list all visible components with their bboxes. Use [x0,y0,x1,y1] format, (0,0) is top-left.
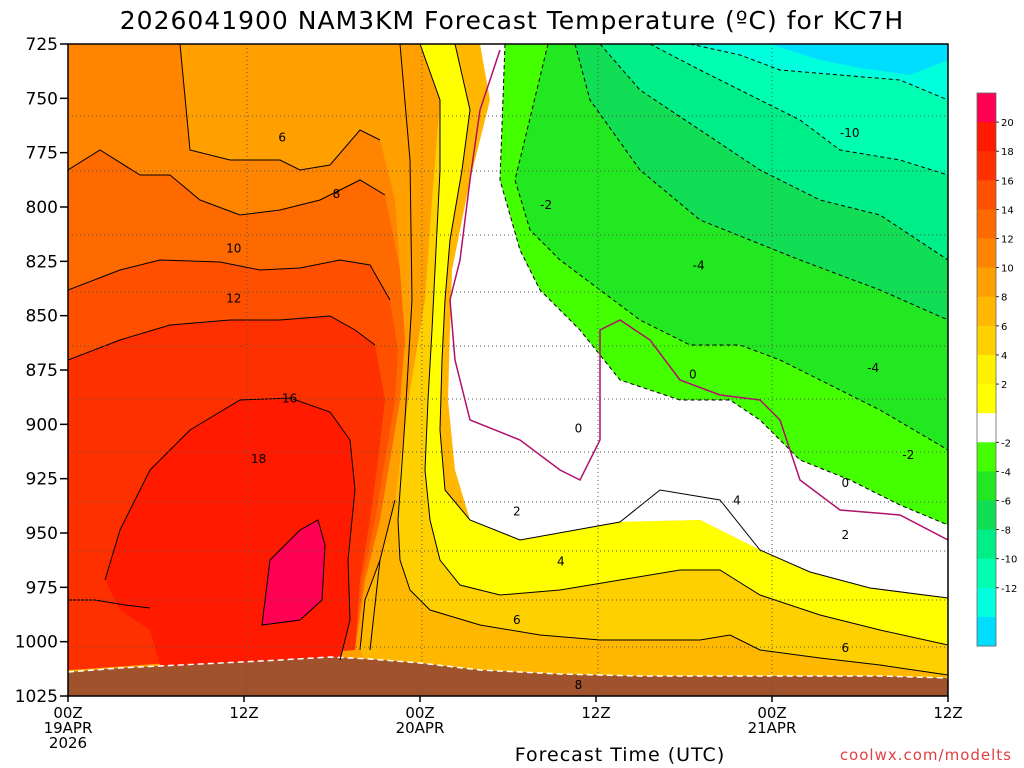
y-tick-label: 825 [26,252,58,272]
x-tick-label: 12Z [581,704,610,722]
contour-label: 0 [575,422,583,436]
x-tick-label: 00Z [405,704,434,722]
colorbar-swatch [977,180,996,210]
y-tick-label: 1025 [15,687,58,707]
colorbar-swatch [977,616,996,647]
x-axis-label: Forecast Time (UTC) [514,744,726,766]
colorbar-swatch [977,413,996,443]
colorbar-label: 18 [1001,147,1014,158]
contour-label: 12 [226,291,241,305]
colorbar-swatch [977,384,996,414]
contour-label: 2 [513,504,521,518]
colorbar-swatch [977,442,996,472]
contour-label: 4 [557,554,565,568]
band-2-to-4 [420,44,948,645]
x-tick-label: 12Z [229,704,258,722]
colorbar-swatch [977,354,996,385]
colorbar-swatch [977,500,996,531]
colorbar-swatch [977,209,996,240]
colorbar-label: 14 [1001,205,1014,216]
colorbar-label: -8 [1001,526,1011,537]
band-below-neg12 [770,44,948,75]
colorbar-swatch [977,267,996,298]
solid-contours [68,44,948,676]
gridlines [68,44,948,696]
ground-terrain [68,657,948,696]
contour-label: 10 [226,241,241,255]
y-tick-label: 1000 [15,633,58,653]
colorbar-label: 2 [1001,380,1007,391]
colorbar-swatch [977,529,996,560]
y-tick-label: 975 [26,578,58,598]
contour-label: 6 [842,641,850,655]
colorbar-label: 20 [1001,118,1014,129]
contour-label: 0 [689,367,697,381]
contour-label: 8 [333,187,341,201]
y-tick-label: 800 [26,198,58,218]
colorbar-swatch [977,151,996,181]
contour-label: 0 [842,476,850,490]
contour-label: 16 [282,391,297,405]
colorbar-label: -2 [1001,438,1011,449]
colorbar-swatch [977,471,996,501]
y-tick-label: 875 [26,361,58,381]
colorbar-swatch [977,93,996,123]
colorbar-swatch [977,587,996,618]
colorbar-swatch [977,558,996,589]
contour-label: 8 [575,678,583,692]
colorbar-label: 8 [1001,293,1007,304]
colorbar-swatch [977,122,996,152]
contour-label: -4 [693,259,705,273]
y-tick-label: 775 [26,144,58,164]
y-tick-label: 750 [26,89,58,109]
x-tick-label: 00Z [757,704,786,722]
dashed-contours [499,44,948,526]
colorbar-label: 16 [1001,176,1014,187]
freezing-contours [449,49,948,541]
chart-title: 2026041900 NAM3KM Forecast Temperature (… [119,6,905,35]
y-tick-label: 850 [26,307,58,327]
contour-labels: 6 8 10 12 16 18 -2 -4 -10 -4 -2 0 0 0 2 2 4 4 6 6 8 [226,126,914,692]
colorbar-swatch [977,325,996,356]
contour-label: 4 [733,493,741,507]
colorbar-label: -10 [1001,555,1017,566]
colorbar-label: 6 [1001,322,1007,333]
colorbar-label: -4 [1001,467,1011,478]
contour-label: 6 [513,613,521,627]
band-4-to-6 [398,44,948,675]
x-tick-label: 12Z [933,704,962,722]
contour-label: -2 [902,448,914,462]
colorbar: 20 18 16 14 12 10 8 6 4 2 -2 -4 -6 -8 -10 -12 [976,92,1017,647]
y-axis: 725 750 775 800 825 850 875 900 925 950 975 1000 102… [15,35,68,707]
colorbar-frame [976,92,997,647]
colorbar-swatch [977,238,996,269]
x-tick-label: 19APR [44,719,93,737]
watermark-link[interactable]: coolwx.com/modelts [839,746,1012,764]
colorbar-label: 12 [1001,235,1014,246]
band-above-20 [262,520,325,625]
surface-line [68,656,948,679]
contour-label: -10 [840,126,860,140]
y-tick-label: 950 [26,524,58,544]
contour-label: -2 [540,198,552,212]
colorbar-label: 4 [1001,351,1007,362]
x-tick-label: 00Z [53,704,82,722]
colorbar-label: -6 [1001,496,1011,507]
x-tick-label: 21APR [748,719,797,737]
x-tick-label: 20APR [396,719,445,737]
colorbar-swatch [977,296,996,327]
colorbar-label: -12 [1001,584,1017,595]
contour-label: -4 [867,361,879,375]
y-tick-label: 725 [26,35,58,55]
y-tick-label: 900 [26,415,58,435]
contour-label: 6 [278,130,286,144]
colorbar-label: 10 [1001,264,1014,275]
y-tick-label: 925 [26,470,58,490]
x-tick-label: 2026 [49,734,87,752]
contour-label: 2 [842,528,850,542]
contour-label: 18 [251,452,266,466]
